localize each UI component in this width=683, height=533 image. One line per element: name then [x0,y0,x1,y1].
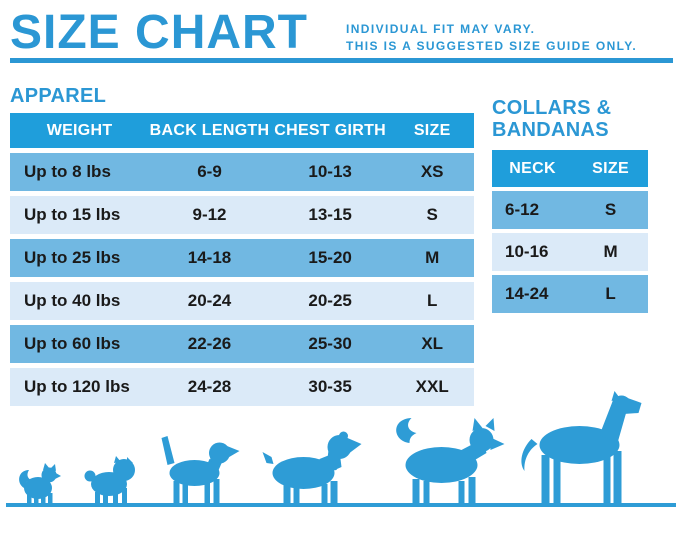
size-cell: L [427,291,438,310]
chest-girth-cell: 20-25 [308,291,352,310]
size-cell: S [604,200,617,219]
weight-cell: Up to 25 lbs [24,248,121,267]
table-row: Up to 40 lbs 20-24 20-25 L [10,282,474,320]
table-row: Up to 60 lbs 22-26 25-30 XL [10,325,474,363]
size-cell: S [426,205,438,224]
size-cell: XS [420,162,444,181]
pug-silhouette-icon [82,455,138,503]
column-header-size: SIZE [413,121,451,139]
chest-girth-cell: 25-30 [308,334,352,353]
disclaimer-line-2: THIS IS A SUGGESTED SIZE GUIDE ONLY. [346,39,638,53]
collars-heading-line-2: BANDANAS [492,119,609,141]
ground-line [6,503,676,507]
back-length-cell: 24-28 [187,377,232,396]
neck-cell: 14-24 [505,284,549,303]
table-row: 10-16 M [492,233,648,271]
page-title: SIZE CHART [10,6,308,59]
table-row: 6-12 S [492,191,648,229]
collars-section-heading: COLLARS & BANDANAS [492,97,611,141]
disclaimer-line-1: INDIVIDUAL FIT MAY VARY. [346,22,536,36]
chest-girth-cell: 13-15 [308,205,352,224]
apparel-section-heading: APPAREL [10,85,107,107]
size-cell: XL [421,334,444,353]
cocker-spaniel-silhouette-icon [261,427,362,503]
column-header-back-length: BACK LENGTH [149,121,270,139]
great-dane-silhouette-icon [517,391,650,503]
chest-girth-cell: 10-13 [308,162,352,181]
collars-size-table: NECK SIZE 6-12 S 10-16 M 14-24 L [492,150,648,313]
size-cell: M [603,242,618,261]
table-row: Up to 15 lbs 9-12 13-15 S [10,196,474,234]
size-cell: XXL [415,377,449,396]
column-header-size: SIZE [592,159,629,177]
table-row: 14-24 L [492,275,648,313]
neck-cell: 6-12 [505,200,540,219]
title-underline [10,58,673,63]
apparel-size-table: WEIGHT BACK LENGTH CHEST GIRTH SIZE Up t… [10,113,474,406]
back-length-cell: 20-24 [187,291,232,310]
collars-heading-line-1: COLLARS & [492,97,612,119]
chest-girth-cell: 30-35 [308,377,352,396]
beagle-silhouette-icon [154,431,240,503]
neck-cell: 10-16 [505,242,549,261]
size-cell: L [605,284,616,303]
column-header-weight: WEIGHT [46,121,113,139]
disclaimer-text: INDIVIDUAL FIT MAY VARY. THIS IS A SUGGE… [346,21,637,55]
weight-cell: Up to 40 lbs [24,291,121,310]
back-length-cell: 14-18 [187,248,232,267]
collars-table-header: NECK SIZE [492,150,648,187]
table-row: Up to 8 lbs 6-9 10-13 XS [10,153,474,191]
size-cell: M [425,248,440,267]
husky-silhouette-icon [384,413,505,503]
weight-cell: Up to 60 lbs [24,334,121,353]
table-row: Up to 120 lbs 24-28 30-35 XXL [10,368,474,406]
weight-cell: Up to 120 lbs [24,377,130,396]
weight-cell: Up to 15 lbs [24,205,121,224]
pomeranian-silhouette-icon [16,461,62,503]
back-length-cell: 9-12 [192,205,227,224]
table-row: Up to 25 lbs 14-18 15-20 M [10,239,474,277]
back-length-cell: 22-26 [187,334,232,353]
weight-cell: Up to 8 lbs [24,162,111,181]
chest-girth-cell: 15-20 [308,248,352,267]
column-header-neck: NECK [509,159,556,177]
column-header-chest-girth: CHEST GIRTH [274,121,386,139]
apparel-table-header: WEIGHT BACK LENGTH CHEST GIRTH SIZE [10,113,474,148]
back-length-cell: 6-9 [197,162,222,181]
